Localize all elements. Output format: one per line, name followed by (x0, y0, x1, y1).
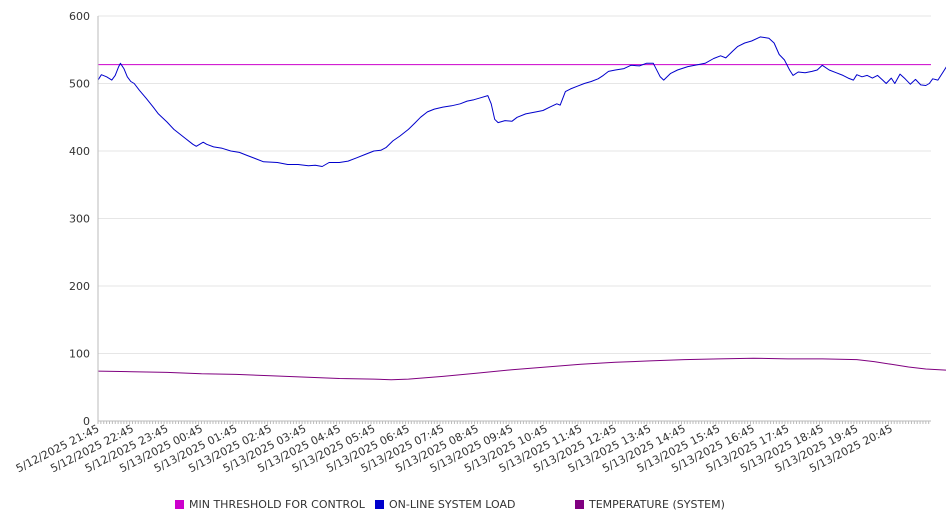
grid-lines (98, 15, 931, 354)
legend-item-online-system-load: ON-LINE SYSTEM LOAD (375, 498, 515, 511)
legend-label-temperature-system: TEMPERATURE (SYSTEM) (589, 498, 725, 511)
y-tick-label-100: 100 (69, 348, 90, 361)
legend-label-online-system-load: ON-LINE SYSTEM LOAD (389, 498, 516, 511)
y-axis-ticks: 0 100 200 300 400 500 600 (69, 10, 90, 428)
series-line-2 (97, 357, 946, 381)
y-tick-label-300: 300 (69, 213, 90, 226)
legend-swatch-temperature-system (575, 500, 584, 509)
series-lines (97, 36, 946, 381)
legend-swatch-min-threshold (175, 500, 184, 509)
legend-label-min-threshold: MIN THRESHOLD FOR CONTROL (189, 498, 365, 511)
y-tick-label-0: 0 (83, 415, 90, 428)
y-tick-label-600: 600 (69, 10, 90, 23)
legend-swatch-online-system-load (375, 500, 384, 509)
y-tick-label-500: 500 (69, 78, 90, 91)
series-line-1 (97, 36, 946, 167)
y-tick-label-400: 400 (69, 145, 90, 158)
x-axis-ticks: 5/12/2025 21:455/12/2025 22:455/12/2025 … (14, 421, 930, 475)
legend-item-temperature-system: TEMPERATURE (SYSTEM) (575, 498, 725, 511)
y-tick-label-200: 200 (69, 280, 90, 293)
legend: MIN THRESHOLD FOR CONTROL ON-LINE SYSTEM… (0, 498, 946, 514)
legend-item-min-threshold: MIN THRESHOLD FOR CONTROL (175, 498, 365, 511)
